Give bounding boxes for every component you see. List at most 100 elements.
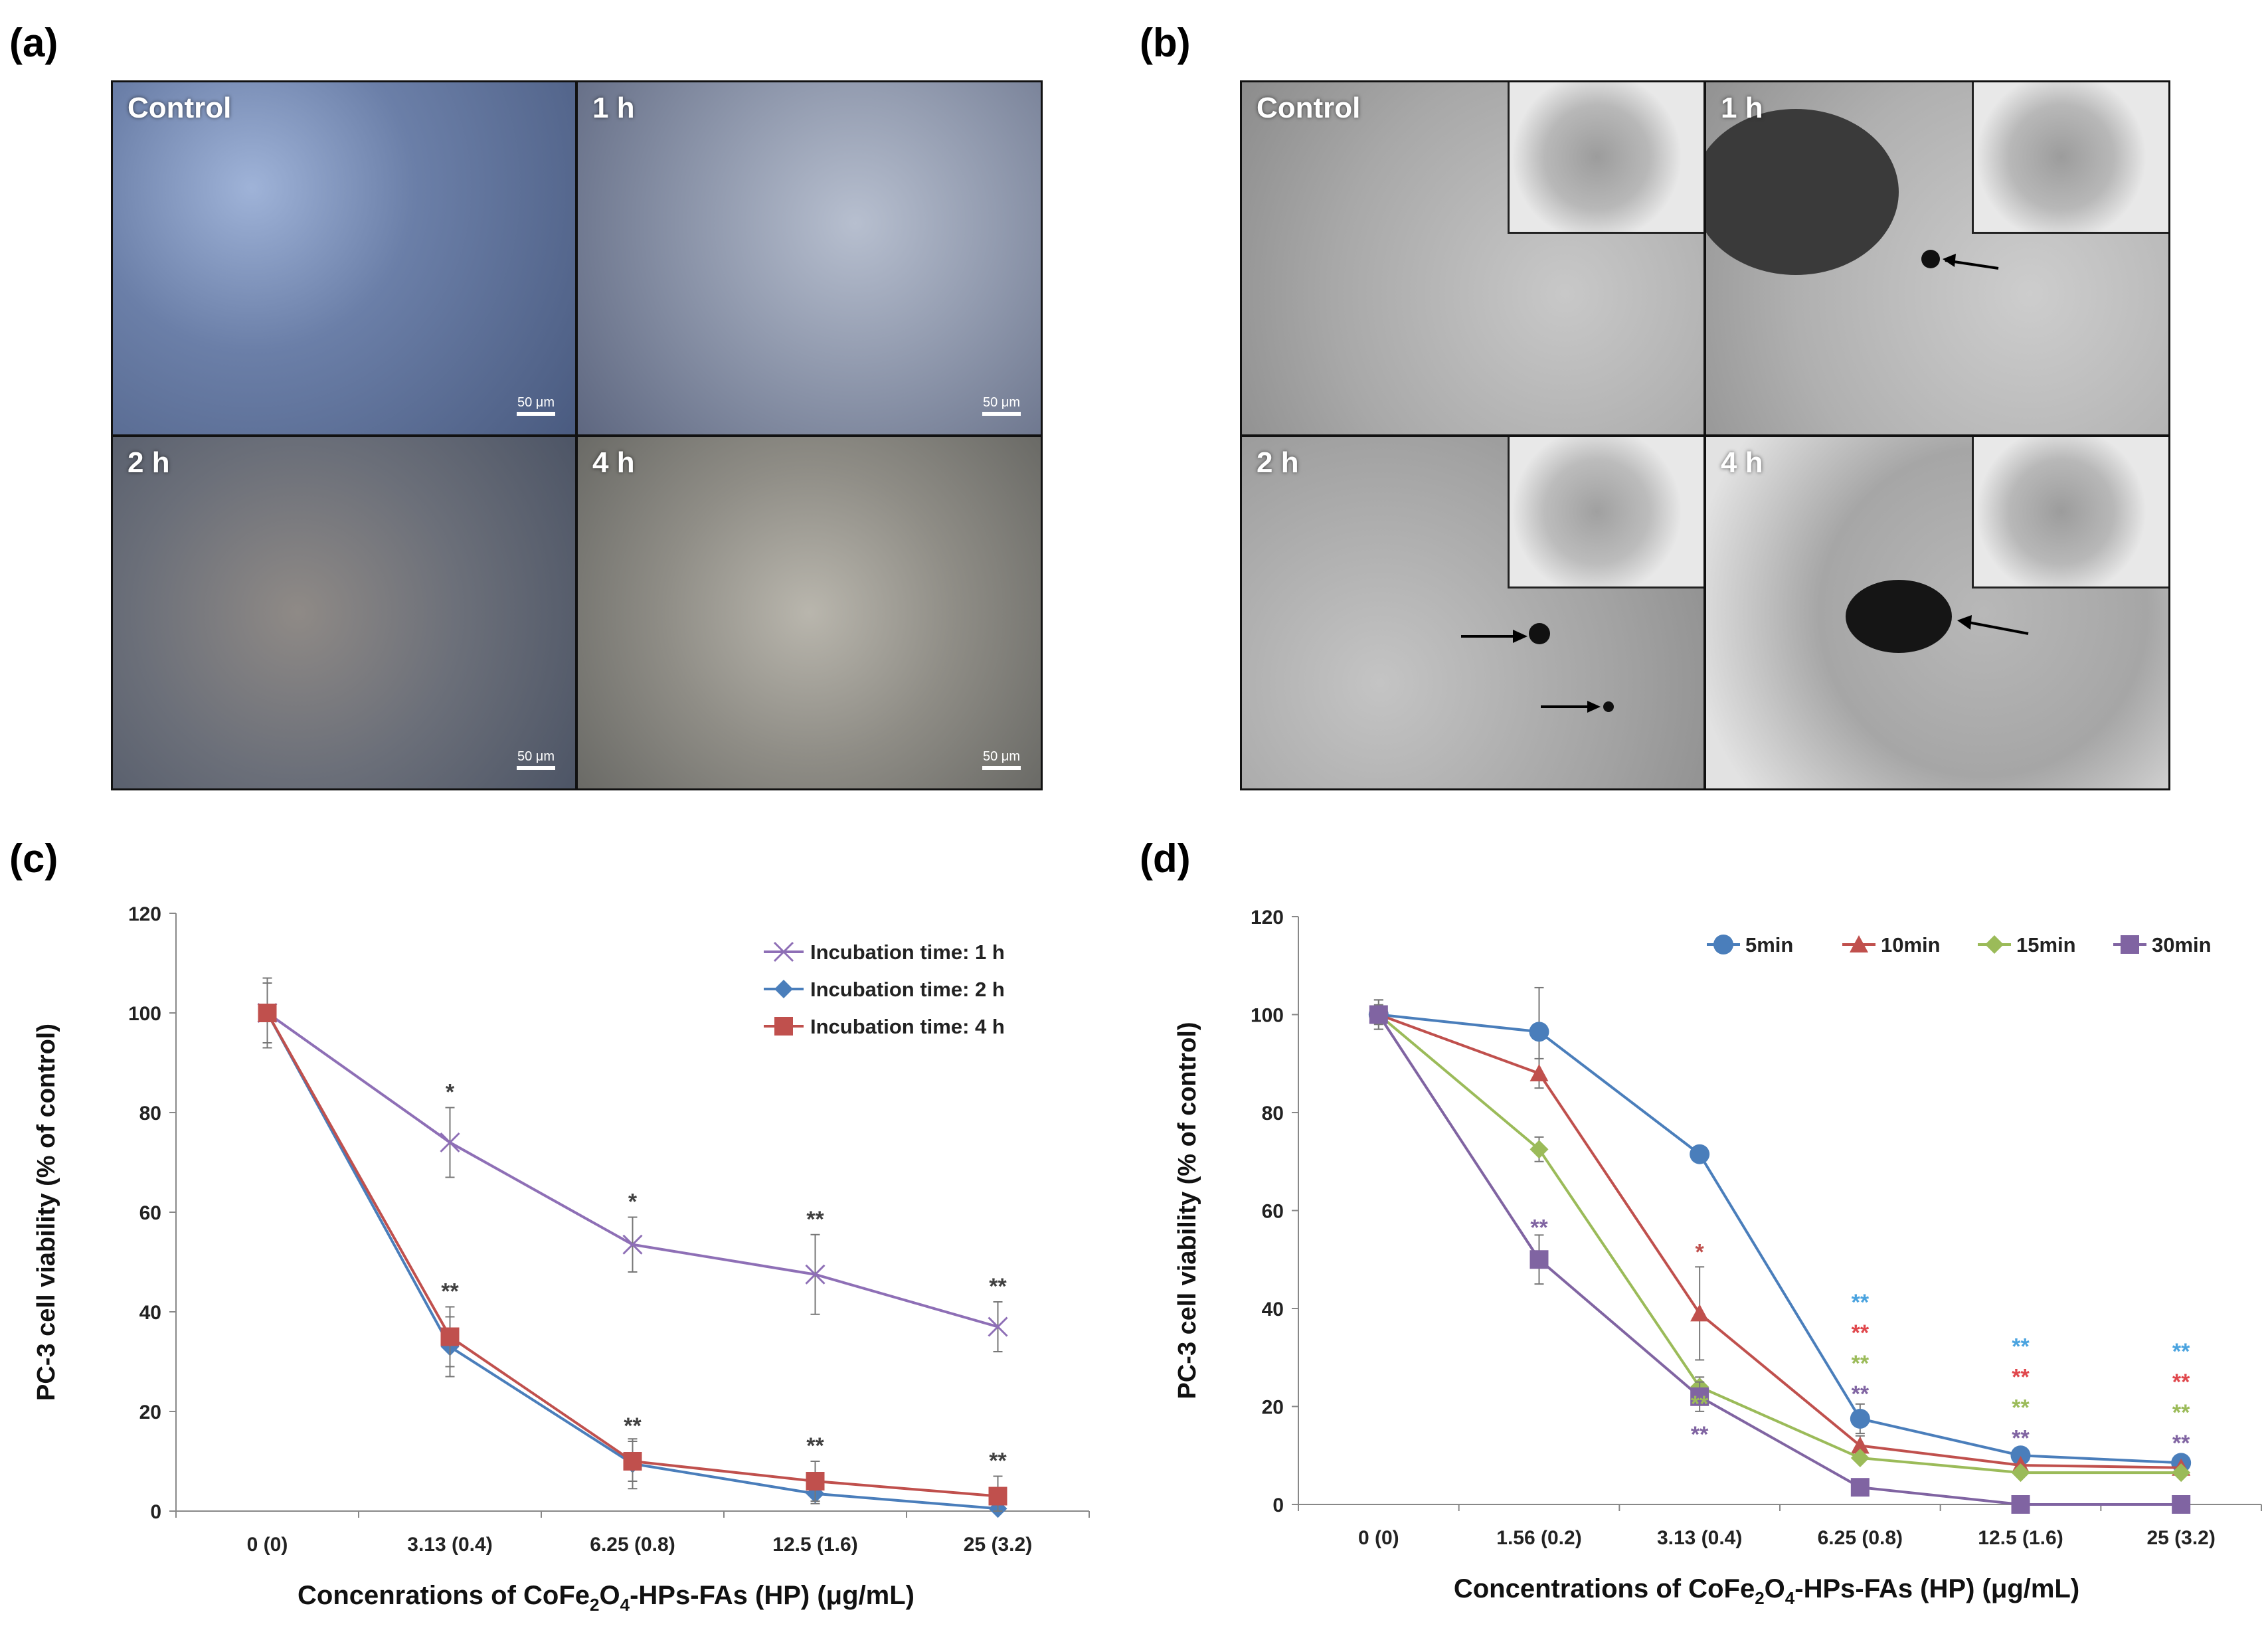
y-tick-label: 0 <box>150 1501 161 1523</box>
series-line <box>1377 1013 2182 1475</box>
x-marker <box>988 1316 1008 1337</box>
diamond-marker <box>2011 1463 2030 1483</box>
x-tick-label: 1.56 (0.2) <box>1496 1527 1581 1549</box>
scale-bar: 50 μm <box>982 749 1021 770</box>
legend-label: Incubation time: 1 h <box>810 941 1005 964</box>
significance-mark: ** <box>1852 1290 1870 1315</box>
cell-label: Control <box>128 92 232 124</box>
significance-mark: ** <box>2172 1370 2190 1395</box>
circle-marker <box>2010 1445 2031 1466</box>
square-marker <box>1529 1250 1549 1269</box>
x-marker <box>440 1132 460 1153</box>
x-marker <box>805 1264 826 1285</box>
y-axis-label: PC-3 cell viability (% of control) <box>1174 1022 1201 1400</box>
triangle-marker <box>1529 1064 1549 1081</box>
legend-label: 15min <box>2016 933 2076 956</box>
y-tick-label: 100 <box>1251 1005 1284 1027</box>
significance-mark: ** <box>1691 1422 1709 1447</box>
x-tick-label: 3.13 (0.4) <box>407 1534 492 1556</box>
tem-inset <box>1508 437 1703 588</box>
scale-bar: 50 μm <box>517 749 555 770</box>
cell-label: 4 h <box>1721 446 1763 479</box>
triangle-marker <box>1850 1436 1870 1454</box>
square-marker <box>988 1487 1007 1506</box>
legend-label: 10min <box>1881 933 1941 956</box>
x-axis-label: Concenrations of CoFe2O4-HPs-FAs (HP) (μ… <box>298 1581 915 1615</box>
square-marker <box>1850 1478 1870 1497</box>
circle-marker <box>1690 1144 1710 1164</box>
triangle-marker <box>1690 1304 1709 1322</box>
microscopy-control: Control 50 μm <box>113 82 575 434</box>
microscopy-2h: 2 h 50 μm <box>113 437 575 788</box>
square-marker <box>623 1452 642 1471</box>
significance-mark: ** <box>2012 1426 2030 1451</box>
diamond-marker <box>2172 1463 2191 1483</box>
microscopy-grid: Control 50 μm 1 h 50 μm 2 h 50 μm 4 h 50… <box>111 80 1043 790</box>
circle-marker <box>1850 1408 1870 1429</box>
square-marker <box>806 1472 825 1490</box>
square-marker <box>258 1004 277 1022</box>
y-tick-label: 60 <box>139 1202 161 1224</box>
tem-inset <box>1508 82 1703 234</box>
x-tick-label: 0 (0) <box>1358 1527 1399 1549</box>
panel-label-d: (d) <box>1140 836 1191 881</box>
panel-label-c: (c) <box>9 836 58 881</box>
series-line <box>1377 1014 2182 1506</box>
y-tick-label: 20 <box>139 1401 161 1423</box>
diamond-marker <box>1529 1140 1549 1159</box>
y-tick-label: 0 <box>1272 1494 1284 1516</box>
legend-label: 5min <box>1745 933 1793 956</box>
x-axis-label: Concentrations of CoFe2O4-HPs-FAs (HP) (… <box>1454 1574 2079 1608</box>
chart-c: 0 20 40 60 80 100 120 0 (0) 3.13 (0.4) 6.25 (0.8)… <box>33 903 1090 1615</box>
microscopy-4h: 4 h 50 μm <box>578 437 1041 788</box>
square-marker <box>440 1327 460 1346</box>
panel-label-a: (a) <box>9 21 58 65</box>
significance-mark: ** <box>2172 1339 2190 1364</box>
cell-label: Control <box>1257 92 1361 124</box>
panel-label-b: (b) <box>1140 21 1191 65</box>
legend-label: Incubation time: 2 h <box>810 978 1005 1001</box>
y-tick-label: 60 <box>1262 1201 1284 1223</box>
cell-label: 2 h <box>128 446 170 479</box>
scale-bar: 50 μm <box>982 395 1021 416</box>
cell-label: 1 h <box>592 92 635 124</box>
arrow-icon <box>1541 701 1614 713</box>
x-tick-label: 25 (3.2) <box>2146 1527 2215 1549</box>
square-marker <box>2121 935 2139 954</box>
square-marker <box>774 1017 793 1036</box>
significance-mark: ** <box>1852 1351 1870 1376</box>
arrow-icon <box>1461 623 1550 644</box>
x-tick-label: 12.5 (1.6) <box>1978 1527 2063 1549</box>
square-marker <box>2172 1495 2191 1514</box>
significance-mark: ** <box>1530 1215 1548 1240</box>
significance-mark: ** <box>2012 1396 2030 1421</box>
cell-label: 4 h <box>592 446 635 479</box>
diamond-marker <box>1985 935 2004 954</box>
square-marker <box>1690 1387 1709 1406</box>
scale-bar: 50 μm <box>517 395 555 416</box>
x-tick-label: 3.13 (0.4) <box>1657 1527 1742 1549</box>
tem-control: Control <box>1242 82 1703 434</box>
tem-2h: 2 h <box>1242 437 1703 788</box>
tem-inset <box>1972 437 2168 588</box>
significance-mark: ** <box>2172 1431 2190 1456</box>
tem-inset <box>1972 82 2168 234</box>
circle-marker <box>1713 935 1733 954</box>
cell-label: 2 h <box>1257 446 1299 479</box>
y-tick-label: 40 <box>1262 1299 1284 1320</box>
x-tick-label: 6.25 (0.8) <box>1818 1527 1903 1549</box>
tem-1h: 1 h <box>1706 82 2168 434</box>
square-marker <box>1369 1005 1388 1024</box>
legend-label: 30min <box>2152 933 2212 956</box>
series-line <box>1378 1013 2182 1465</box>
x-marker <box>622 1234 643 1255</box>
y-tick-label: 120 <box>1251 907 1284 929</box>
significance-mark: ** <box>1691 1392 1709 1417</box>
y-tick-label: 80 <box>1262 1103 1284 1125</box>
significance-mark: ** <box>806 1433 824 1459</box>
y-axis-label: PC-3 cell viability (% of control) <box>33 1024 60 1401</box>
tem-grid: Control 1 h 2 h 4 h <box>1240 80 2170 790</box>
series-line <box>266 1012 999 1328</box>
circle-marker <box>1529 1022 1549 1042</box>
x-tick-label: 25 (3.2) <box>964 1534 1032 1556</box>
